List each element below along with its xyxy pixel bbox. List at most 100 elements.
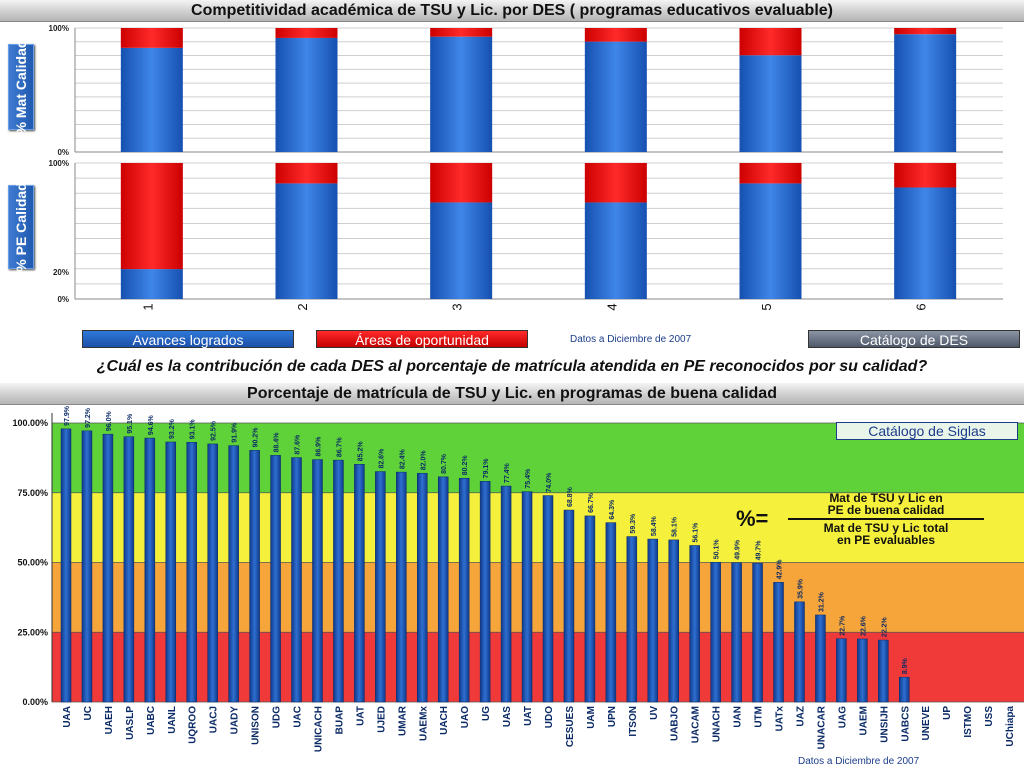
category-label: UV [649, 706, 660, 720]
mat-calidad-axis-label: % Mat Calidad [8, 40, 34, 134]
data-label: 93.2% [169, 418, 176, 439]
question-text: ¿Cuál es la contribución de cada DES al … [96, 358, 928, 375]
bar [479, 481, 491, 703]
category-label: 5 [759, 303, 774, 310]
data-label: 68.8% [567, 486, 574, 507]
mat-bar-areas [739, 28, 802, 56]
pe-bar-areas [275, 163, 338, 184]
data-label: 90.2% [253, 427, 260, 448]
category-label: UACH [439, 706, 450, 735]
bar [354, 464, 365, 703]
category-label: UMAR [397, 705, 408, 736]
y-tick-label: 100.00% [12, 418, 48, 428]
category-label: UTM [754, 706, 765, 728]
formula-numerator: Mat de TSU y Lic en PE de buena calidad [788, 492, 984, 516]
bar [500, 485, 512, 703]
data-label: 42.9% [777, 559, 784, 580]
formula-denominator-line-2: en PE evaluables [836, 533, 936, 547]
bar [815, 614, 826, 703]
data-label: 64.3% [609, 499, 616, 520]
category-label: UDG [272, 706, 283, 728]
bar [542, 495, 554, 703]
bar [333, 459, 344, 703]
category-label: UAEMx [418, 706, 429, 741]
bar [584, 515, 596, 703]
data-label: 56.1% [693, 522, 700, 543]
data-label: 94.6% [148, 414, 155, 435]
data-label: 22.2% [881, 616, 888, 637]
category-label: UNISON [251, 706, 262, 745]
bar [626, 536, 638, 703]
pe-y-tick-label: 100% [49, 159, 69, 168]
category-label: UADY [230, 706, 241, 735]
category-label: 4 [604, 303, 619, 310]
bar [228, 445, 239, 703]
pe-bar-avances [275, 183, 338, 299]
data-label: 49.7% [756, 540, 763, 561]
quality-band [52, 562, 1024, 633]
bar [752, 563, 763, 703]
data-label: 92.5% [211, 420, 218, 441]
category-label: 1 [140, 303, 155, 310]
data-label: 82.4% [399, 448, 406, 469]
bar [207, 443, 218, 703]
category-label: UNACAR [816, 705, 827, 749]
y-tick-label: 50.00% [17, 558, 48, 568]
pe-bar-areas [739, 163, 802, 184]
mat-bar-avances [584, 41, 647, 152]
formula-symbol: %= [736, 506, 769, 531]
category-label: 6 [914, 303, 929, 310]
mat-bar-avances [739, 55, 802, 152]
bar [437, 476, 449, 703]
bar [123, 436, 135, 703]
mat-bar-avances [430, 36, 493, 152]
legend-avances-logrados: Avances logrados [82, 330, 294, 348]
data-label: 22.7% [839, 615, 846, 636]
top-stacked-charts: 0% 100% 0% 20% 100% 1 2 3 4 5 6 [49, 24, 1003, 311]
category-label: UABC [146, 706, 157, 735]
bar [521, 491, 533, 703]
data-label: 82.6% [378, 448, 385, 469]
category-label: UACAM [691, 706, 702, 743]
mat-bar-areas [275, 28, 338, 38]
data-label: 75.4% [525, 468, 532, 489]
category-label: UNSIJH [879, 706, 890, 743]
category-label: UAC [293, 706, 304, 728]
bar [291, 457, 302, 703]
mat-bar-areas [430, 28, 493, 37]
bar [270, 455, 281, 703]
data-label: 35.9% [797, 578, 804, 599]
data-label: 80.7% [441, 453, 448, 474]
data-label: 80.2% [462, 455, 469, 476]
data-label: 49.9% [735, 539, 742, 560]
category-label: UNICACH [313, 706, 324, 752]
mat-bar-avances [120, 47, 183, 153]
bar [668, 539, 679, 703]
formula-numerator-line-1: Mat de TSU y Lic en [829, 491, 943, 505]
category-label: 2 [295, 303, 310, 310]
category-label: UATx [775, 706, 786, 732]
category-label: ITSON [628, 706, 639, 737]
catalogo-siglas-button[interactable]: Catálogo de Siglas [836, 422, 1018, 440]
catalogo-des-button[interactable]: Catálogo de DES [808, 330, 1020, 348]
mat-y-tick-label: 0% [57, 148, 69, 157]
bottom-bar-chart: 0.00% 25.00% 50.00% 75.00% 100.00% 97.9% UAA 97… [12, 405, 1024, 752]
data-label: 97.9% [64, 405, 71, 426]
data-label: 95.1% [127, 413, 134, 434]
mat-bar-areas [120, 28, 183, 48]
category-label: UNACH [712, 706, 723, 742]
pe-bar-areas [430, 163, 493, 203]
category-label: UAT [355, 706, 366, 726]
category-label: UQROO [188, 706, 199, 744]
mat-bar-avances [275, 37, 338, 152]
formula-numerator-line-2: PE de buena calidad [827, 503, 945, 517]
pe-y-tick-label: 0% [57, 295, 69, 304]
formula-denominator-line-1: Mat de TSU y Lic total [823, 521, 949, 535]
category-label: UAEH [104, 706, 115, 734]
y-tick-label: 25.00% [17, 627, 48, 637]
data-label: 91.9% [232, 422, 239, 443]
top-chart-title: Competitividad académica de TSU y Lic. p… [0, 0, 1024, 22]
mat-bar-areas [894, 28, 957, 35]
bar [878, 639, 889, 703]
data-label: 8.9% [902, 657, 909, 674]
